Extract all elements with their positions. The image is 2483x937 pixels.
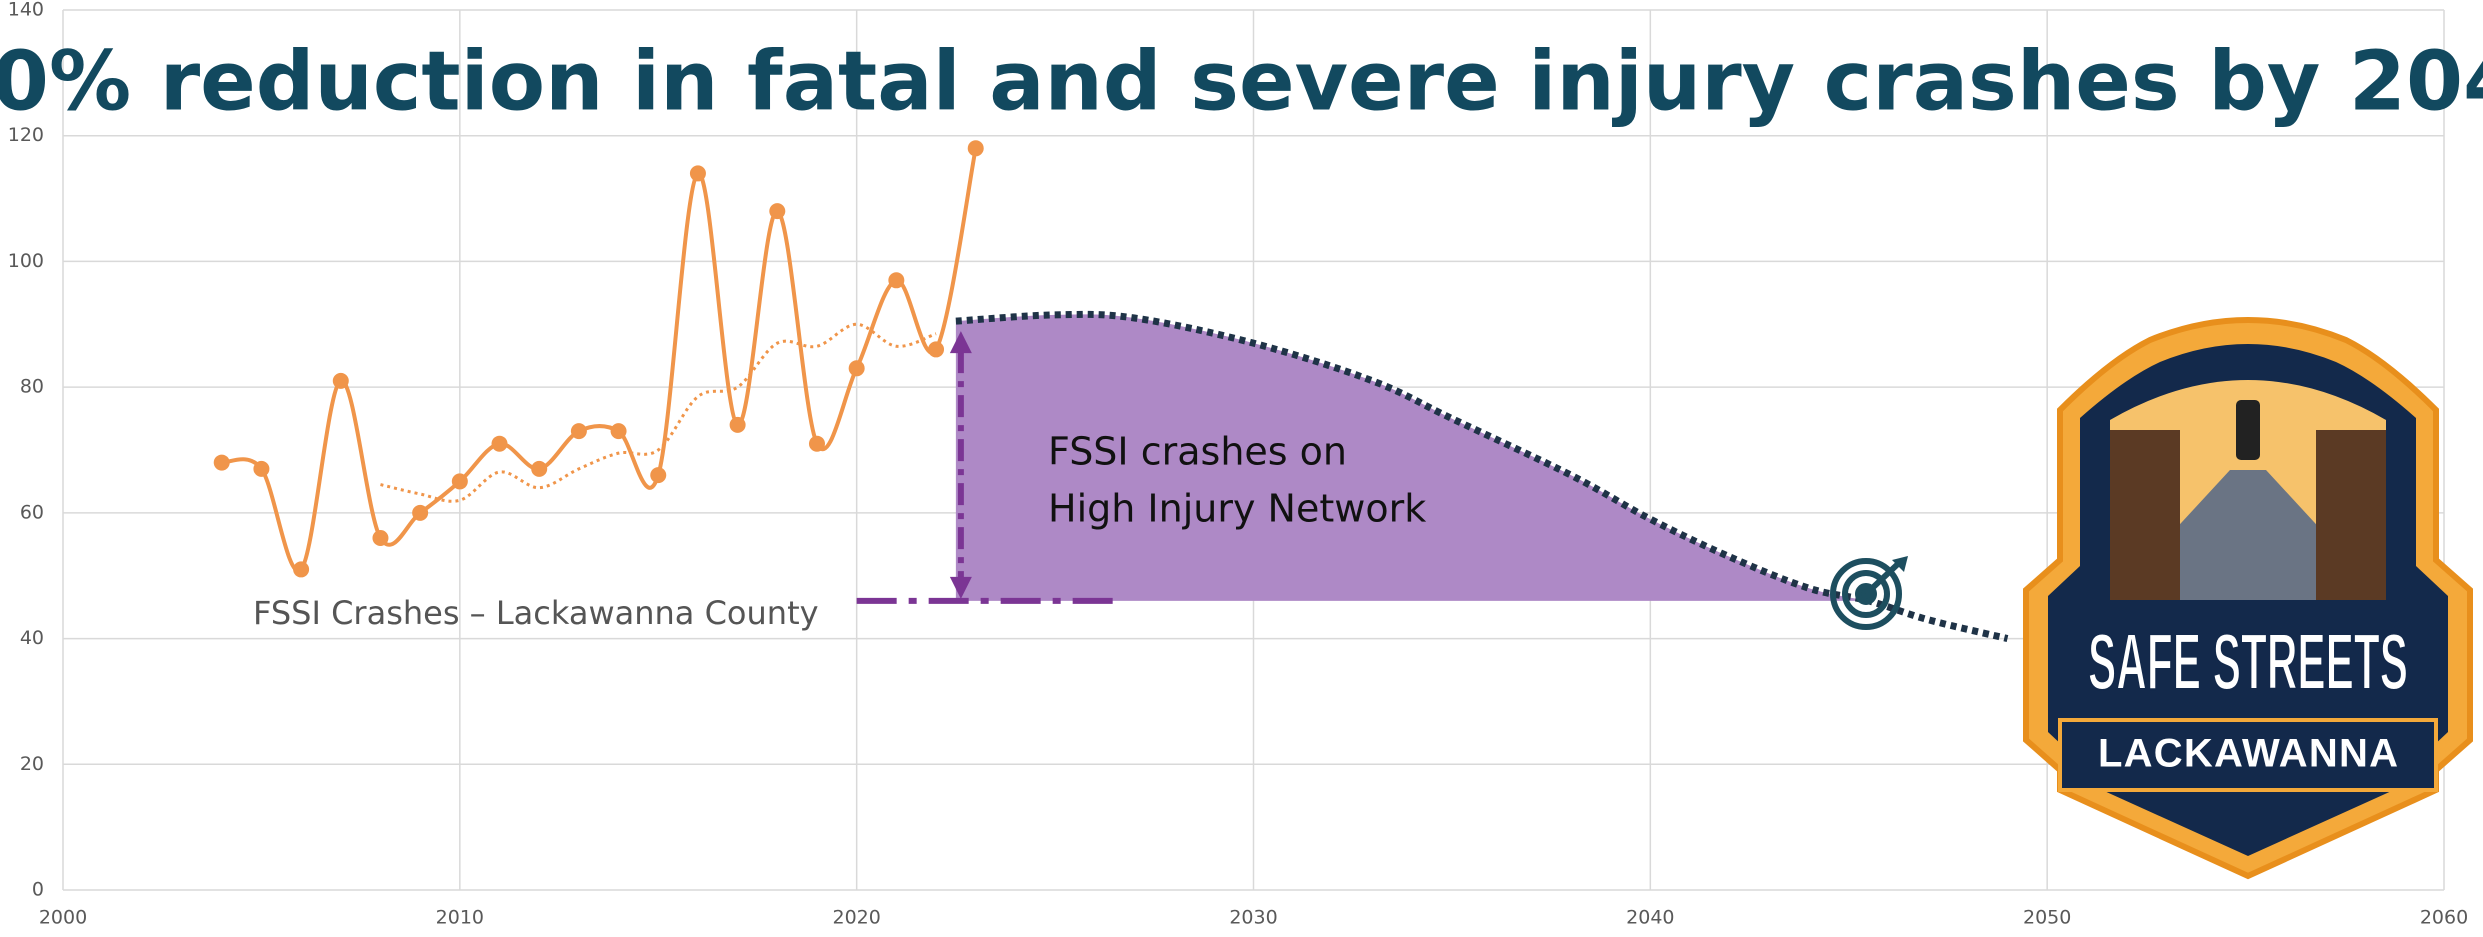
- point: [531, 461, 547, 477]
- point: [888, 272, 904, 288]
- x-tick-label: 2050: [2023, 907, 2071, 929]
- point: [849, 360, 865, 376]
- point: [611, 423, 627, 439]
- legend-label: FSSI Crashes – Lackawanna County: [253, 594, 819, 632]
- y-tick-label: 40: [20, 627, 44, 649]
- x-tick-label: 2020: [832, 907, 880, 929]
- point: [214, 455, 230, 471]
- point: [492, 436, 508, 452]
- annotation: FSSI crashes on: [1048, 430, 1347, 474]
- annotation: High Injury Network: [1048, 487, 1426, 531]
- series-line: [222, 148, 976, 571]
- chart-title: 50% reduction in fatal and severe injury…: [0, 34, 2483, 129]
- x-tick-label: 2000: [39, 907, 87, 929]
- point: [650, 467, 666, 483]
- y-tick-label: 0: [32, 879, 44, 901]
- point: [293, 561, 309, 577]
- y-tick-label: 60: [20, 501, 44, 523]
- point: [968, 140, 984, 156]
- point: [690, 165, 706, 181]
- y-tick-label: 100: [8, 250, 44, 272]
- x-tick-label: 2060: [2420, 907, 2468, 929]
- point: [412, 505, 428, 521]
- point: [928, 341, 944, 357]
- point: [769, 203, 785, 219]
- y-tick-label: 80: [20, 376, 44, 398]
- y-tick-label: 140: [8, 0, 44, 21]
- target-icon: [1833, 556, 1908, 627]
- x-tick-label: 2010: [436, 907, 484, 929]
- x-tick-label: 2030: [1229, 907, 1277, 929]
- logo: [2026, 320, 2470, 876]
- logo-subtitle: LACKAWANNA: [2098, 732, 2398, 776]
- point: [253, 461, 269, 477]
- point: [333, 373, 349, 389]
- logo-title: SAFE STREETS: [2088, 617, 2408, 706]
- point: [809, 436, 825, 452]
- point: [571, 423, 587, 439]
- point: [730, 417, 746, 433]
- point: [372, 530, 388, 546]
- point: [452, 473, 468, 489]
- y-tick-label: 20: [20, 753, 44, 775]
- x-tick-label: 2040: [1626, 907, 1674, 929]
- chart: 0204060801001201402000201020202030204020…: [0, 0, 2483, 937]
